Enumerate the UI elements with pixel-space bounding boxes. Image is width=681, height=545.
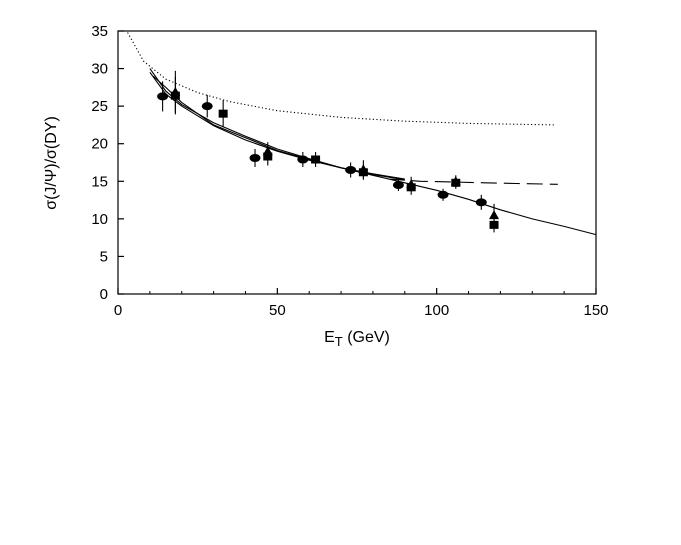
point-triangle-0 bbox=[170, 86, 181, 96]
point-circle-7 bbox=[475, 198, 487, 207]
y-tick-label-4: 20 bbox=[91, 136, 108, 153]
point-triangle-3 bbox=[406, 179, 417, 189]
curve-solid-1 bbox=[149, 68, 597, 236]
ticks-layer: 0 50 100 150 0 5 10 15 20 25 30 35 bbox=[91, 23, 608, 319]
x-tick-label-3: 150 bbox=[583, 302, 608, 319]
x-tick-label-1: 50 bbox=[269, 302, 286, 319]
curve-dashed-4 bbox=[388, 178, 558, 185]
x-axis-title-subscript: T bbox=[335, 334, 343, 349]
y-axis-title: σ(J/Ψ)/σ(DY) bbox=[43, 116, 60, 210]
point-triangle-5 bbox=[489, 210, 500, 220]
y-tick-label-1: 5 bbox=[100, 248, 108, 265]
point-square-3 bbox=[311, 155, 321, 164]
y-tick-label-3: 15 bbox=[91, 173, 108, 190]
y-tick-label-6: 30 bbox=[91, 61, 108, 78]
x-axis-title: ET (GeV) bbox=[324, 329, 390, 349]
point-circle-1 bbox=[201, 102, 213, 111]
y-tick-label-5: 25 bbox=[91, 98, 108, 115]
x-tick-label-0: 0 bbox=[114, 302, 122, 319]
point-circle-4 bbox=[345, 166, 357, 175]
curve-dotted-0 bbox=[127, 32, 555, 126]
point-circle-3 bbox=[297, 155, 309, 164]
points-layer bbox=[157, 70, 500, 233]
x-axis-title-main: E bbox=[324, 329, 335, 346]
point-square-1 bbox=[218, 109, 228, 118]
point-circle-6 bbox=[437, 190, 449, 199]
curves-layer bbox=[127, 32, 597, 236]
point-circle-0 bbox=[157, 92, 169, 101]
point-circle-5 bbox=[392, 181, 404, 190]
curve-solid-3 bbox=[149, 71, 405, 180]
point-triangle-4 bbox=[450, 176, 461, 186]
x-tick-label-2: 100 bbox=[424, 302, 449, 319]
plot-frame bbox=[117, 30, 597, 295]
point-circle-2 bbox=[249, 153, 261, 162]
curve-solid-2 bbox=[152, 75, 405, 181]
x-axis-title-unit: (GeV) bbox=[343, 329, 390, 346]
y-tick-label-2: 10 bbox=[91, 211, 108, 228]
point-triangle-2 bbox=[358, 164, 369, 174]
point-triangle-1 bbox=[262, 146, 273, 156]
y-tick-label-7: 35 bbox=[91, 23, 108, 40]
y-tick-label-0: 0 bbox=[100, 286, 108, 303]
